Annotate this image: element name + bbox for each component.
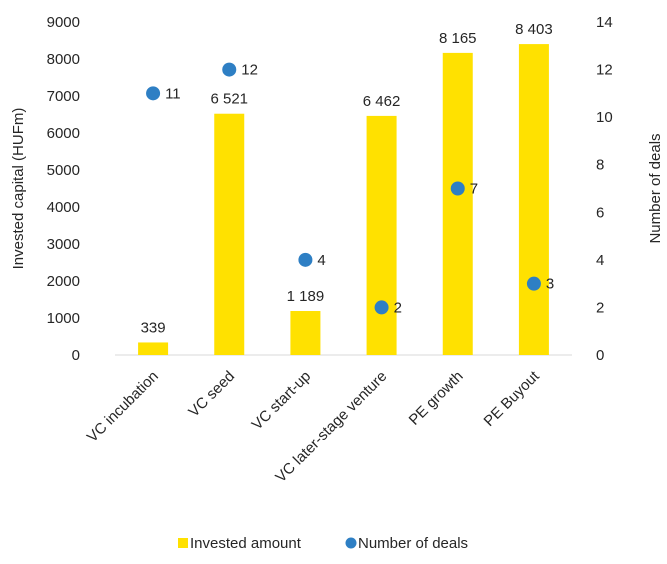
bar-value-label: 1 189 <box>287 288 325 305</box>
y-left-axis-title: Invested capital (HUFm) <box>10 108 27 270</box>
y-left-tick-label: 0 <box>72 347 80 364</box>
point-value-label: 3 <box>546 276 554 293</box>
y-left-tick-label: 2000 <box>47 273 80 290</box>
category-label: PE Buyout <box>481 367 544 430</box>
bar-invested-amount <box>138 342 169 355</box>
legend: Invested amount Number of deals <box>178 535 468 552</box>
bar-value-label: 6 521 <box>210 91 248 108</box>
y-left-tick-label: 1000 <box>47 310 80 327</box>
legend-label-number-of-deals: Number of deals <box>358 535 468 552</box>
legend-marker-number-of-deals <box>345 537 357 549</box>
point-number-of-deals <box>146 86 161 101</box>
bar-value-label: 6 462 <box>363 93 401 110</box>
point-value-label: 2 <box>394 299 402 316</box>
point-number-of-deals <box>222 62 237 77</box>
y-left-tick-label: 6000 <box>47 125 80 142</box>
point-number-of-deals <box>298 252 313 267</box>
y-left-tick-label: 8000 <box>47 51 80 68</box>
bar-invested-amount <box>214 113 245 356</box>
y-right-tick-label: 8 <box>596 157 604 174</box>
point-number-of-deals <box>374 300 389 315</box>
y-right-tick-label: 2 <box>596 299 604 316</box>
y-left-tick-label: 7000 <box>47 88 80 105</box>
data-labels: 339 6 521 1 189 6 462 8 165 8 403 11 12 4 2 7 3 <box>141 21 555 336</box>
y-left-tick-label: 5000 <box>47 162 80 179</box>
legend-label-invested-amount: Invested amount <box>190 535 302 552</box>
bar-value-label: 339 <box>141 319 166 336</box>
axes: 0 1000 2000 3000 4000 5000 6000 7000 8000 9000 0 2 4… <box>10 14 664 486</box>
bar-invested-amount <box>290 311 321 355</box>
y-right-tick-label: 0 <box>596 347 604 364</box>
point-value-label: 4 <box>317 252 325 269</box>
bar-invested-amount <box>442 52 473 356</box>
y-right-tick-label: 10 <box>596 109 613 126</box>
y-right-tick-label: 12 <box>596 62 613 79</box>
point-number-of-deals <box>526 276 541 291</box>
bar-value-label: 8 403 <box>515 21 553 38</box>
y-left-tick-label: 9000 <box>47 14 80 31</box>
point-value-label: 11 <box>165 85 181 102</box>
category-label: VC seed <box>185 368 238 421</box>
y-left-tick-label: 4000 <box>47 199 80 216</box>
y-left-tick-label: 3000 <box>47 236 80 253</box>
bar-value-label: 8 165 <box>439 30 477 47</box>
category-label: VC incubation <box>84 368 162 446</box>
y-right-tick-label: 14 <box>596 14 613 31</box>
points <box>146 62 541 315</box>
y-right-axis-title: Number of deals <box>647 133 664 243</box>
bar-invested-amount <box>366 115 397 355</box>
category-label: VC start-up <box>249 368 315 434</box>
point-value-label: 7 <box>470 181 478 198</box>
bars <box>138 44 549 356</box>
category-label: PE growth <box>406 368 467 429</box>
point-number-of-deals <box>450 181 465 196</box>
legend-swatch-invested-amount <box>178 538 188 548</box>
y-right-tick-label: 6 <box>596 204 604 221</box>
point-value-label: 12 <box>241 62 258 79</box>
y-right-tick-label: 4 <box>596 252 604 269</box>
bar-invested-amount <box>518 44 549 356</box>
